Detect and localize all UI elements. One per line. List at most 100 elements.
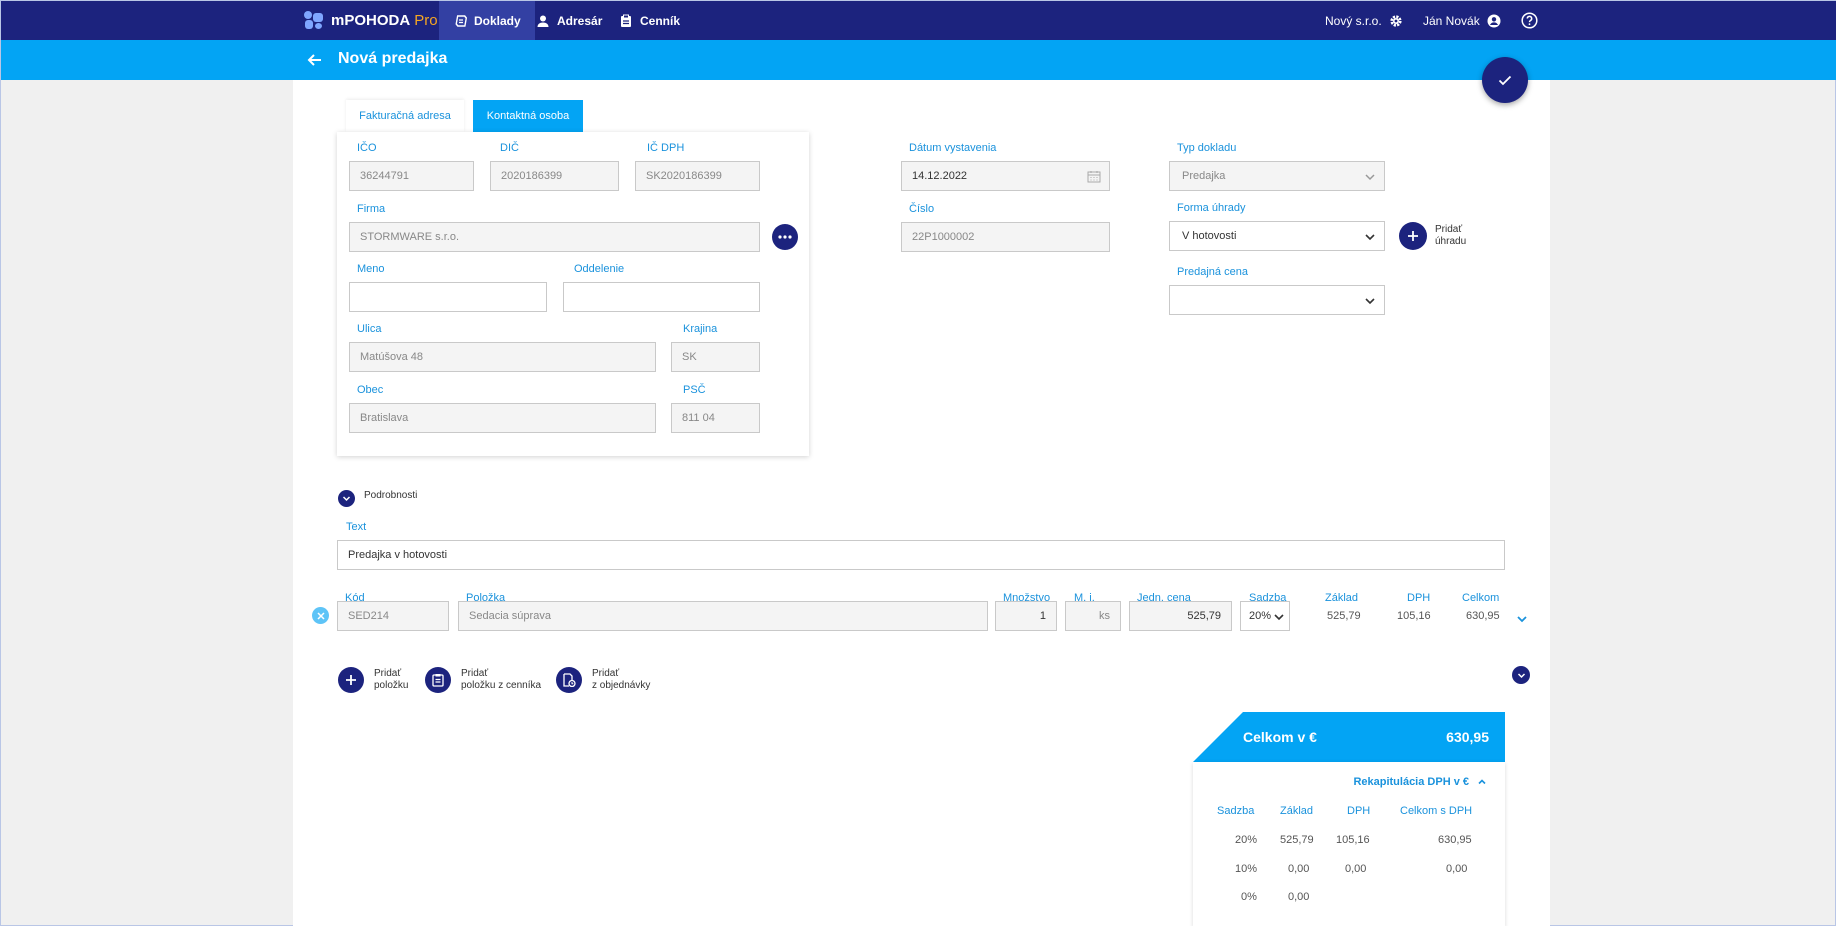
recap-zaklad: 0,00 [1288, 863, 1310, 875]
predajna-cena-select[interactable] [1169, 285, 1385, 315]
item-kod-field[interactable]: SED214 [337, 601, 449, 631]
cislo-field[interactable]: 22P1000002 [901, 222, 1110, 252]
krajina-field[interactable]: SK [671, 342, 760, 372]
calendar-icon[interactable] [1087, 170, 1101, 183]
company-selector[interactable]: Nový s.r.o. [1325, 1, 1403, 40]
chevron-down-icon [342, 496, 351, 502]
ulica-field[interactable]: Matúšova 48 [349, 342, 656, 372]
plus-icon [1408, 231, 1418, 241]
confirm-button[interactable] [1482, 57, 1528, 103]
nav-tab-cennik[interactable]: Cenník [605, 1, 694, 40]
total-banner: Celkom v € 630,95 [1193, 712, 1505, 762]
krajina-label: Krajina [683, 323, 718, 335]
icdph-field[interactable]: SK2020186399 [635, 161, 760, 191]
pridat-uhradu-line1: Pridať [1435, 224, 1463, 235]
dic-label: DIČ [500, 142, 519, 154]
podrobnosti-toggle[interactable] [338, 490, 355, 507]
user-menu[interactable]: Ján Novák [1423, 1, 1501, 40]
icdph-label: IČ DPH [647, 142, 685, 154]
item-polozka-field[interactable]: Sedacia súprava [458, 601, 988, 631]
oddelenie-label: Oddelenie [574, 263, 625, 275]
firma-field[interactable]: STORMWARE s.r.o. [349, 222, 760, 252]
typ-dokladu-label: Typ dokladu [1177, 142, 1237, 154]
app-name: mPOHODA [331, 11, 411, 29]
meno-field[interactable] [349, 282, 547, 312]
chevron-down-icon [1517, 672, 1525, 678]
recap-header-sadzba: Sadzba [1217, 805, 1255, 817]
pridat-uhradu-label[interactable]: Pridať úhradu [1435, 224, 1466, 248]
obec-label: Obec [357, 384, 384, 396]
item-dph: 105,16 [1397, 610, 1431, 622]
typ-dokladu-select[interactable]: Predajka [1169, 161, 1385, 191]
nav-tab-label: Cenník [640, 13, 681, 28]
pridat-z-cennika-label[interactable]: Pridať položku z cenníka [461, 668, 541, 692]
chevron-down-icon [1365, 174, 1375, 181]
header-dph: DPH [1407, 592, 1431, 604]
pridat-polozku-button[interactable] [338, 667, 364, 693]
help-button[interactable] [1521, 1, 1538, 40]
recap-dph: 105,16 [1336, 834, 1370, 846]
collapse-items-button[interactable] [1512, 666, 1530, 684]
action-line1: Pridať [461, 668, 489, 679]
datum-field[interactable]: 14.12.2022 [901, 161, 1110, 191]
recap-sadzba: 20% [1235, 834, 1258, 846]
more-options-button[interactable] [772, 224, 798, 250]
plus-icon [346, 675, 356, 685]
help-icon [1521, 12, 1538, 29]
pridat-uhradu-line2: úhradu [1435, 236, 1467, 247]
pridat-z-cennika-button[interactable] [425, 667, 451, 693]
pridat-uhradu-button[interactable] [1399, 222, 1427, 250]
vat-recap-panel: Rekapitulácia DPH v € Sadzba Základ DPH … [1193, 762, 1505, 926]
chevron-up-icon [1478, 779, 1486, 785]
recap-header-dph: DPH [1347, 805, 1371, 817]
document-form: Fakturačná adresa Kontaktná osoba IČO 36… [293, 80, 1550, 926]
oddelenie-field[interactable] [563, 282, 760, 312]
tab-fakturacna-adresa[interactable]: Fakturačná adresa [346, 100, 464, 132]
clipboard-list-icon [432, 674, 444, 687]
action-line2: položku z cenníka [461, 680, 542, 691]
address-panel: IČO 36244791 DIČ 2020186399 IČ DPH SK202… [337, 132, 809, 456]
recap-dph: 0,00 [1345, 863, 1367, 875]
recap-celkom: 0,00 [1446, 863, 1468, 875]
app-logo[interactable]: mPOHODA Pro [303, 9, 438, 31]
nav-tab-adresar[interactable]: Adresár [522, 1, 616, 40]
page-header: Nová predajka [1, 40, 1836, 80]
logo-icon [303, 10, 325, 30]
person-icon [536, 14, 550, 28]
more-horiz-icon [778, 235, 792, 239]
chevron-down-icon [1365, 298, 1375, 305]
arrow-left-icon [307, 54, 321, 66]
expand-row-button[interactable] [1515, 612, 1529, 626]
pridat-z-objednavky-button[interactable] [556, 667, 582, 693]
action-line1: Pridať [592, 668, 620, 679]
pridat-z-objednavky-label[interactable]: Pridať z objednávky [592, 668, 650, 692]
remove-item-button[interactable] [312, 607, 329, 624]
action-line1: Pridať [374, 668, 402, 679]
item-mnozstvo-field[interactable]: 1 [995, 601, 1057, 631]
back-button[interactable] [305, 50, 325, 70]
item-mj-field[interactable]: ks [1065, 601, 1121, 631]
item-sadzba-select[interactable]: 20% [1240, 601, 1290, 631]
item-jedn-cena-field[interactable]: 525,79 [1129, 601, 1232, 631]
recap-celkom: 630,95 [1438, 834, 1472, 846]
nav-tab-doklady[interactable]: Doklady [439, 1, 535, 40]
datum-value: 14.12.2022 [912, 170, 968, 182]
ico-label: IČO [357, 142, 377, 154]
text-field[interactable]: Predajka v hotovosti [337, 540, 1505, 570]
ico-field[interactable]: 36244791 [349, 161, 474, 191]
vat-recap-toggle[interactable]: Rekapitulácia DPH v € [1353, 776, 1487, 788]
predajna-cena-label: Predajná cena [1177, 266, 1248, 278]
top-navbar: mPOHODA Pro Doklady Adresár Cenník Nový … [1, 1, 1836, 40]
psc-field[interactable]: 811 04 [671, 403, 760, 433]
tab-kontaktna-osoba[interactable]: Kontaktná osoba [473, 100, 583, 132]
forma-uhrady-value: V hotovosti [1182, 230, 1237, 242]
nav-tab-label: Doklady [474, 13, 521, 28]
obec-field[interactable]: Bratislava [349, 403, 656, 433]
forma-uhrady-select[interactable]: V hotovosti [1169, 221, 1385, 251]
total-label: Celkom v € [1243, 729, 1317, 745]
pridat-polozku-label[interactable]: Pridať položku [374, 668, 408, 692]
header-celkom: Celkom [1462, 592, 1500, 604]
podrobnosti-label[interactable]: Podrobnosti [364, 490, 418, 501]
item-sadzba-value: 20% [1249, 610, 1272, 622]
dic-field[interactable]: 2020186399 [490, 161, 619, 191]
